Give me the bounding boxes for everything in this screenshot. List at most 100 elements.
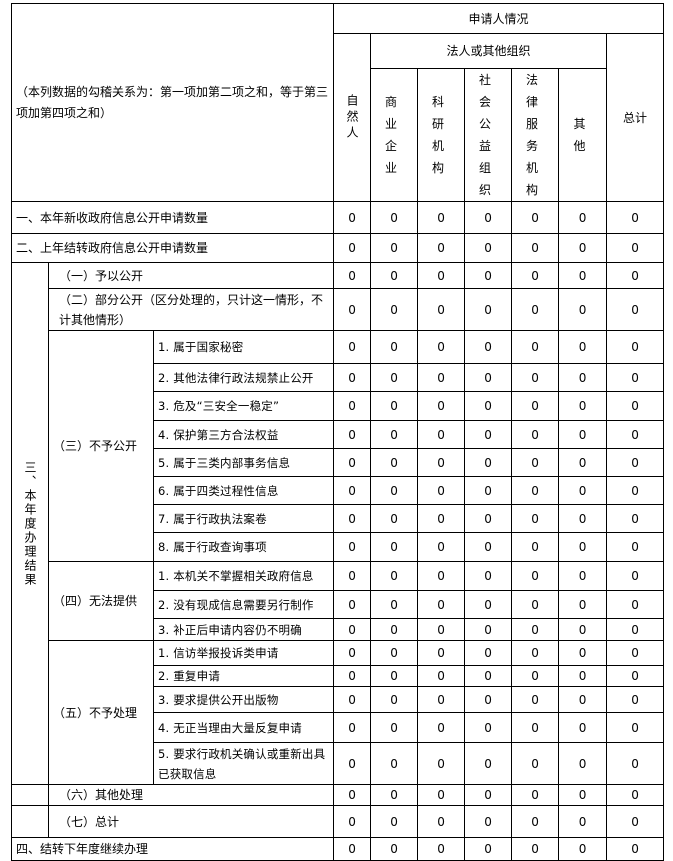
value-cell: 0 <box>511 561 560 591</box>
value-cell: 0 <box>417 665 466 687</box>
value-cell: 0 <box>417 330 466 364</box>
value-cell: 0 <box>558 391 608 421</box>
value-cell: 0 <box>464 288 513 331</box>
value-cell: 0 <box>511 476 560 505</box>
category-label: （五）不予处理 <box>48 640 154 785</box>
value-cell: 0 <box>417 391 466 421</box>
value-cell: 0 <box>370 805 419 838</box>
legal-group-header: 法人或其他组织 <box>370 33 608 69</box>
table-row: 8. 属于行政查询事项 0 0 0 0 0 0 0 <box>12 532 665 562</box>
value-cell: 0 <box>333 837 372 861</box>
value-cell: 0 <box>370 448 419 477</box>
value-cell: 0 <box>558 590 608 619</box>
value-cell: 0 <box>606 561 665 591</box>
value-cell: 0 <box>333 201 372 234</box>
value-cell: 0 <box>558 363 608 392</box>
value-cell: 0 <box>511 618 560 641</box>
subcategory-label: 2. 其他法律行政法规禁止公开 <box>152 363 335 392</box>
value-cell: 0 <box>464 618 513 641</box>
table-row: 三、本年度办理结果 （一）予以公开 0 0 0 0 0 0 0 <box>11 262 665 785</box>
value-cell: 0 <box>333 532 372 562</box>
value-cell: 0 <box>417 712 466 743</box>
value-cell: 0 <box>606 837 665 861</box>
table-row: 四、结转下年度继续办理 0 0 0 0 0 0 0 <box>10 837 665 861</box>
value-cell: 0 <box>333 448 372 477</box>
category-label: （一）予以公开 <box>47 262 335 289</box>
value-cell: 0 <box>417 363 466 392</box>
value-cell: 0 <box>417 288 466 331</box>
value-cell: 0 <box>511 837 560 861</box>
value-cell: 0 <box>417 476 466 505</box>
subcategory-label: 5. 要求行政机关确认或重新出具已获取信息 <box>152 742 335 785</box>
value-cell: 0 <box>464 262 513 289</box>
value-cell: 0 <box>370 665 419 687</box>
subcategory-label: 6. 属于四类过程性信息 <box>152 476 335 505</box>
value-cell: 0 <box>606 504 665 533</box>
table-row: 2. 没有现成信息需要另行制作 0 0 0 0 0 0 0 <box>12 590 665 619</box>
value-cell: 0 <box>558 665 608 687</box>
value-cell: 0 <box>333 805 372 838</box>
category-label: （四）无法提供 <box>48 561 154 641</box>
value-cell: 0 <box>606 391 665 421</box>
value-cell: 0 <box>606 363 665 392</box>
value-cell: 0 <box>558 504 608 533</box>
category-label: （二）部分公开（区分处理的，只计这一情形，不计其他情形） <box>47 288 335 331</box>
value-cell: 0 <box>464 330 513 364</box>
value-cell: 0 <box>370 233 419 263</box>
value-cell: 0 <box>370 420 419 449</box>
value-cell: 0 <box>464 665 513 687</box>
value-cell: 0 <box>606 640 665 666</box>
value-cell: 0 <box>558 837 608 861</box>
value-cell: 0 <box>606 476 665 505</box>
subcategory-label: 3. 危及“三安全一稳定” <box>152 391 335 421</box>
value-cell: 0 <box>333 665 372 687</box>
category-label: （六）其他处理 <box>47 784 335 806</box>
value-cell: 0 <box>370 742 419 785</box>
value-cell: 0 <box>606 712 665 743</box>
value-cell: 0 <box>417 262 466 289</box>
value-cell: 0 <box>606 686 665 713</box>
value-cell: 0 <box>370 201 419 234</box>
value-cell: 0 <box>333 590 372 619</box>
note-cell: （本列数据的勾稽关系为：第一项加第二项之和，等于第三项加第四项之和） <box>10 3 335 202</box>
value-cell: 0 <box>464 363 513 392</box>
value-cell: 0 <box>606 784 665 806</box>
value-cell: 0 <box>558 420 608 449</box>
value-cell: 0 <box>370 363 419 392</box>
value-cell: 0 <box>511 712 560 743</box>
value-cell: 0 <box>558 784 608 806</box>
org-column-header: 科研机构 <box>417 68 466 202</box>
value-cell: 0 <box>606 233 665 263</box>
value-cell: 0 <box>333 561 372 591</box>
table-row: 6. 属于四类过程性信息 0 0 0 0 0 0 0 <box>12 476 665 505</box>
section-1-label: 一、本年新收政府信息公开申请数量 <box>10 201 335 234</box>
government-info-disclosure-table: （本列数据的勾稽关系为：第一项加第二项之和，等于第三项加第四项之和） 申请人情况… <box>10 3 665 861</box>
total-header: 总计 <box>606 33 665 202</box>
table-row: 一、本年新收政府信息公开申请数量 0 0 0 0 0 0 0 <box>10 201 665 234</box>
value-cell: 0 <box>333 742 372 785</box>
org-column-header: 其他 <box>558 68 608 202</box>
table-row: 3. 补正后申请内容仍不明确 0 0 0 0 0 0 0 <box>12 618 665 641</box>
table-row: （五）不予处理 1. 信访举报投诉类申请 0 0 0 0 0 0 0 <box>12 640 665 785</box>
subcategory-label: 3. 要求提供公开出版物 <box>152 686 335 713</box>
value-cell: 0 <box>606 288 665 331</box>
value-cell: 0 <box>370 784 419 806</box>
value-cell: 0 <box>417 504 466 533</box>
value-cell: 0 <box>511 532 560 562</box>
value-cell: 0 <box>417 686 466 713</box>
value-cell: 0 <box>606 742 665 785</box>
value-cell: 0 <box>558 233 608 263</box>
value-cell: 0 <box>333 640 372 666</box>
empty-cell <box>11 784 49 806</box>
table-row: （六）其他处理 0 0 0 0 0 0 0 <box>11 784 665 806</box>
value-cell: 0 <box>417 742 466 785</box>
value-cell: 0 <box>558 561 608 591</box>
value-cell: 0 <box>370 712 419 743</box>
value-cell: 0 <box>464 504 513 533</box>
org-column-header: 法律服务机构 <box>511 68 560 202</box>
table-row: 7. 属于行政执法案卷 0 0 0 0 0 0 0 <box>12 504 665 533</box>
value-cell: 0 <box>558 448 608 477</box>
value-cell: 0 <box>511 504 560 533</box>
value-cell: 0 <box>464 686 513 713</box>
value-cell: 0 <box>370 504 419 533</box>
